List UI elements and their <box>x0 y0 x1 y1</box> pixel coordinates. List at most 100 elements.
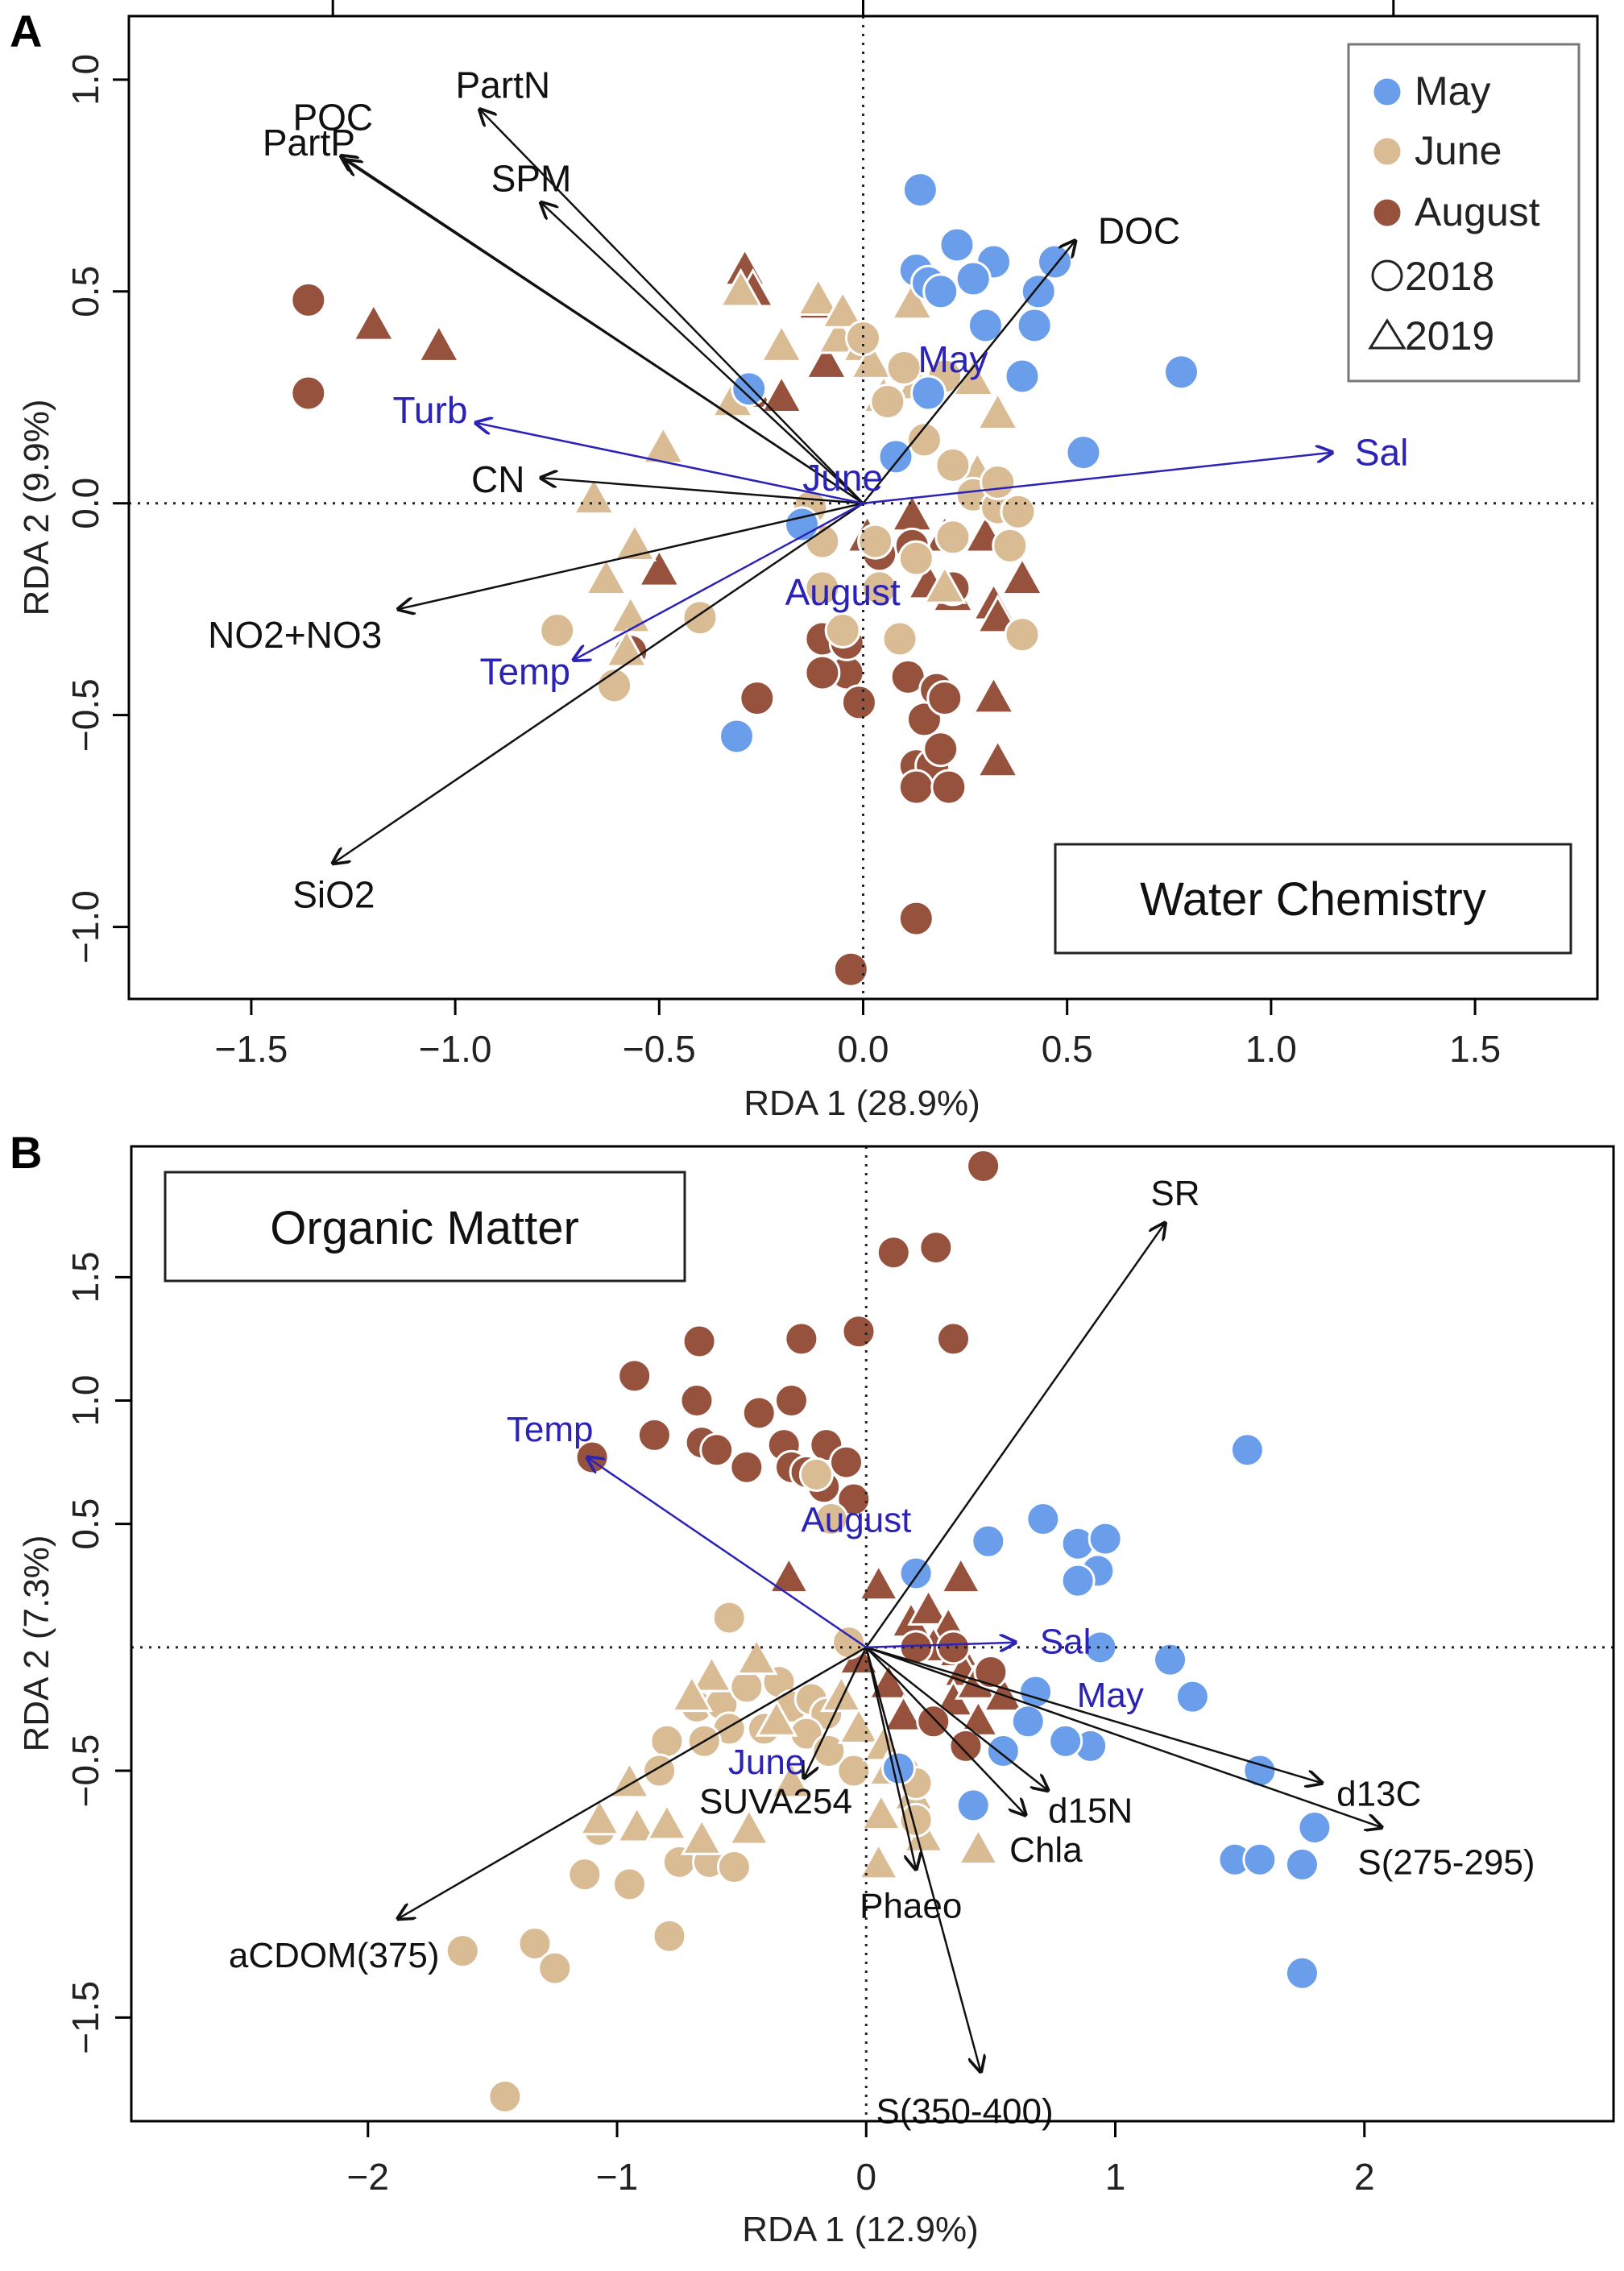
panel-b-point-may-2018-108 <box>1174 1679 1210 1714</box>
panel-a-point-august-2018-40 <box>897 900 934 937</box>
panel-b-point-june-2018-72 <box>836 1753 872 1788</box>
panel-a-point-may-2018-98 <box>1016 307 1053 344</box>
panel-b-arrow-label-s-350-400-: S(350-400) <box>876 2092 1054 2132</box>
panel-b-arrow-sr <box>865 1223 1165 1648</box>
panel-a-point-august-2019-2 <box>351 301 396 342</box>
panel-b-point-august-2018-22 <box>836 1482 872 1517</box>
panel-b-ylabel: RDA 2 (7.3%) <box>17 1535 56 1752</box>
panel-b-point-may-2018-120 <box>1010 1704 1046 1739</box>
panel-b-centroid-may: May <box>1077 1676 1144 1715</box>
panel-a-point-june-2018-77 <box>980 463 1017 500</box>
panel-a-point-may-2018-92 <box>938 226 976 263</box>
panel-a-xtick-label-6: 1.5 <box>1449 1028 1501 1070</box>
panel-a-point-june-2018-88 <box>824 612 861 649</box>
panel-a-point-august-2018-39 <box>922 731 959 768</box>
panel-b-point-june-2019-84 <box>645 1802 689 1841</box>
panel-a-point-june-2018-80 <box>857 523 894 560</box>
panel-a-point-june-2019-57 <box>584 556 628 596</box>
panel-b-point-august-2019-37 <box>939 1556 983 1594</box>
panel-b-point-august-2019-23 <box>768 1556 810 1594</box>
panel-b-arrow-label-s-275-295-: S(275-295) <box>1357 1842 1535 1882</box>
panel-a-ytick-label-4: 1.0 <box>64 54 106 106</box>
panel-a-point-june-2018-82 <box>881 620 918 657</box>
panel-b-point-august-2019-33 <box>982 1674 1025 1713</box>
panel-a-point-june-2019-53 <box>976 391 1020 431</box>
panel-b-arrow-label-acdom-375-: aCDOM(375) <box>229 1936 440 1975</box>
panel-a-arrow-label-poc: POC <box>292 97 373 139</box>
panel-b-point-august-2018-2 <box>918 1230 954 1266</box>
panel-a-point-august-2018-41 <box>832 951 869 988</box>
panel-a-point-may-2018-102 <box>1065 434 1102 471</box>
panel-b-point-june-2018-44 <box>798 1457 834 1492</box>
panel-a-xtick-label-2: −0.5 <box>623 1028 696 1070</box>
panel-b-point-august-2019-24 <box>857 1563 901 1602</box>
panel-a-letter: A <box>10 6 42 56</box>
panel-b-point-june-2018-63 <box>611 1867 647 1902</box>
panel-b-point-august-2018-39 <box>898 1630 934 1665</box>
legend-august-marker <box>1371 197 1403 229</box>
panel-a-arrow-sio2 <box>333 502 864 864</box>
panel-a-point-june-2019-59 <box>820 289 865 329</box>
panel-a-point-june-2019-62 <box>890 280 934 321</box>
panel-a-ylabel: RDA 2 (9.9%) <box>17 400 56 616</box>
panel-a-ytick-label-1: −0.5 <box>64 678 106 752</box>
panel-b-arrow-acdom-375- <box>398 1646 867 1919</box>
panel-b-point-june-2019-93 <box>770 1760 813 1799</box>
panel-b-xtick-label-3: 1 <box>1105 2156 1126 2198</box>
panel-a-env-label-temp: Temp <box>479 650 570 692</box>
panel-b-point-june-2018-46 <box>711 1600 747 1635</box>
panel-a-arrow-label-sio2: SiO2 <box>292 874 375 916</box>
panel-b-point-june-2019-86 <box>727 1807 771 1846</box>
panel-b-point-august-2018-0 <box>966 1149 1001 1184</box>
panel-b-arrow-s-275-295- <box>865 1646 1382 1828</box>
panel-a-centroid-may: May <box>918 338 988 380</box>
panel-b-ytick-label-3: 1.0 <box>64 1375 106 1427</box>
panel-b-env-arrow-sal <box>866 1643 1016 1647</box>
panel-a-point-june-2019-52 <box>951 357 996 396</box>
panel-a-point-june-2018-81 <box>861 570 898 607</box>
panel-b-point-june-2019-76 <box>735 1637 778 1676</box>
panel-b-env-arrow-temp <box>587 1457 867 1648</box>
legend-2018-label: 2018 <box>1405 254 1494 299</box>
panel-b-point-may-2018-97 <box>1229 1432 1265 1468</box>
legend-2019-label: 2019 <box>1405 313 1494 358</box>
panel-a-env-arrow-temp <box>574 502 864 661</box>
panel-a-point-june-2018-84 <box>992 527 1029 564</box>
panel-a-point-august-2019-20 <box>972 674 1016 715</box>
panel-b-point-august-2018-10 <box>773 1383 809 1419</box>
panel-b-xtick-label-1: −1 <box>596 2156 638 2198</box>
panel-a-xtick-label-0: −1.5 <box>215 1028 288 1070</box>
panel-b-point-june-2019-74 <box>690 1654 733 1693</box>
panel-a-arrow-no2-no3 <box>398 502 864 609</box>
panel-a-point-may-2018-95 <box>922 273 959 310</box>
panel-b-point-august-2018-4 <box>936 1321 972 1357</box>
panel-b-point-august-2018-5 <box>682 1324 717 1359</box>
panel-b-point-august-2018-19 <box>829 1444 864 1480</box>
panel-b-point-june-2018-69 <box>537 1950 573 1986</box>
panel-b-point-june-2019-77 <box>755 1698 798 1737</box>
panel-a-point-may-2018-94 <box>955 260 992 297</box>
panel-a-point-may-2018-97 <box>1020 273 1057 310</box>
panel-b-point-august-2018-6 <box>784 1321 819 1357</box>
panel-a-point-may-2018-89 <box>901 172 938 209</box>
panel-a-point-may-2018-105 <box>731 371 768 408</box>
panel-b-reference-lines <box>131 1146 1614 2121</box>
panel-a-point-june-2018-78 <box>934 519 972 556</box>
panel-b-arrow-label-d15n: d15N <box>1048 1792 1133 1831</box>
panel-b-xtick-label-0: −2 <box>347 2156 389 2198</box>
panel-b-point-june-2018-66 <box>716 1849 752 1884</box>
panel-a-arrow-label-partn: PartN <box>455 64 550 106</box>
panel-b-point-may-2018-112 <box>1297 1809 1332 1845</box>
panel-b-point-may-2018-103 <box>1060 1563 1096 1598</box>
panel-b-point-august-2018-1 <box>876 1235 911 1270</box>
panel-a-point-june-2018-76 <box>1000 493 1037 530</box>
panel-a-point-june-2019-55 <box>572 475 616 516</box>
panel-b-point-june-2019-87 <box>860 1792 903 1831</box>
panel-b-point-june-2019-91 <box>820 1674 863 1713</box>
panel-a-env-arrow-turb <box>475 423 864 504</box>
panel-b-arrow-chla <box>865 1646 1025 1815</box>
panel-b-arrow-s-350-400- <box>865 1647 980 2072</box>
panel-b-arrow-d15n <box>865 1646 1048 1791</box>
panel-a-point-june-2019-46 <box>759 323 804 363</box>
